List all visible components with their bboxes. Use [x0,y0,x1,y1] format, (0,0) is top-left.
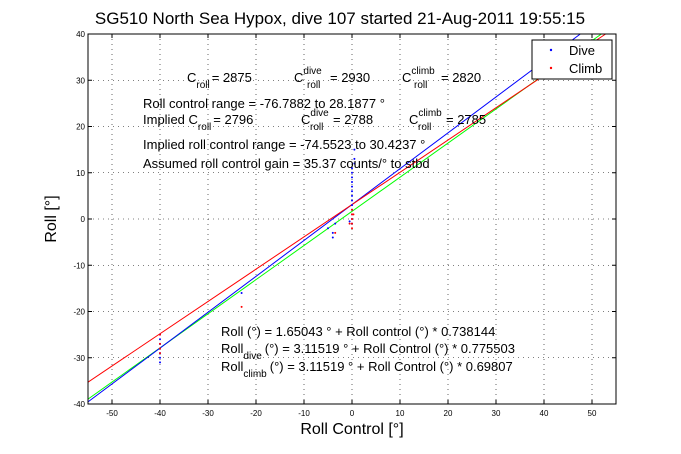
climb-point [351,218,353,220]
y-tick-label: 10 [76,169,85,178]
legend-dive-label: Dive [569,43,595,58]
annotation-c-roll-dive-sub: roll [307,80,320,91]
dive-point [351,181,353,183]
x-tick-label: 20 [444,409,453,418]
dive-point [351,190,353,193]
annotation-implied-c-roll-dive-value: = 2788 [333,112,373,127]
y-tick-label: 40 [76,30,85,39]
annotation-eq-roll: Roll (°) = 1.65043 ° + Roll control (°) … [221,324,495,339]
annotation-eq-climb: Rollclimb(°) = 3.11519 ° + Roll Control … [221,359,513,380]
plot-frame [87,33,617,405]
x-tick-label: 30 [492,409,501,418]
x-tick-label: -40 [154,409,166,418]
dive-point [331,236,334,239]
dive-point [159,338,161,341]
climb-point [351,208,353,211]
y-tick-label: 30 [76,76,85,85]
climb-point [351,227,353,230]
x-tick-label: 10 [396,409,405,418]
dive-point [327,227,329,230]
legend-box [531,39,613,80]
x-tick-label: -50 [106,409,118,418]
y-tick-label: 0 [81,215,86,224]
annotation-implied-c-roll-climb-value: = 2785 [446,112,486,127]
dive-point [159,361,161,364]
annotation-c-roll-climb: Cclimb [402,66,435,85]
annotation-eq-dive: Rolldive(°) = 3.11519 ° + Roll Control (… [221,341,515,362]
annotation-c-roll-climb-value: = 2820 [441,70,481,85]
x-tick-label: -20 [250,409,262,418]
x-tick-label: 50 [588,409,597,418]
dive-point [348,220,351,223]
annotation-implied-c-roll-climb: Cclimb [409,108,442,127]
climb-point [159,352,161,355]
dive-point [353,148,356,151]
chart-title: SG510 North Sea Hypox, dive 107 started … [95,9,585,28]
y-tick-label: -10 [73,261,85,270]
annotation-c-roll: Croll= 2875 [187,70,252,91]
dive-point [351,176,353,179]
fit-line [87,33,581,403]
annotation-implied-range: Implied roll control range = -74.5523 to… [143,137,425,152]
climb-point [352,213,355,216]
climb-point [159,347,161,350]
y-tick-label: -40 [73,400,85,409]
dive-point [351,167,353,170]
annotation-c-roll-dive: Cdive [294,66,322,85]
annotation-block-upper: Croll= 2875 Cdive roll = 2930 Cclimb rol… [143,66,486,171]
dive-point [351,185,353,188]
annotation-block-lower: Roll (°) = 1.65043 ° + Roll control (°) … [221,324,515,380]
climb-point [351,222,353,225]
x-tick-label: 40 [540,409,549,418]
legend-climb-marker [549,66,553,70]
y-tick-label: -20 [73,308,85,317]
dive-point [334,222,337,225]
dive-point [331,231,334,234]
annotation-implied-c-roll-climb-sub: roll [418,122,431,133]
annotation-implied-c-roll-dive-sub: roll [310,122,323,133]
dive-point [353,162,356,165]
axis-ticks: -50 -40 -30 -20 -10 0 10 20 30 40 50 -40 -30 -20 -10 0 1… [73,30,616,418]
climb-point [159,342,161,345]
climb-point [348,222,351,225]
legend-climb-label: Climb [569,61,602,76]
annotation-range: Roll control range = -76.7882 to 28.1877… [143,96,385,111]
legend-dive-marker [549,48,553,52]
y-axis-label: Roll [°] [43,195,60,242]
dive-point [351,194,353,197]
dive-point [351,171,353,174]
x-tick-label: -10 [298,409,310,418]
legend: Dive Climb [531,39,613,80]
climb-point [334,231,337,234]
dive-point [353,157,356,160]
annotation-implied-c-roll-dive: Cdive [301,108,329,127]
fit-line [87,33,606,383]
dive-point [351,199,353,202]
climb-point [240,305,243,308]
annotation-gain: Assumed roll control gain = 35.37 counts… [143,156,430,171]
annotation-implied-c-roll: Implied Croll= 2796 [143,112,253,133]
climb-point [159,333,161,336]
x-tick-label: 0 [350,409,355,418]
y-tick-label: 20 [76,123,85,132]
dive-point [351,204,353,207]
y-tick-label: -30 [73,354,85,363]
dive-point [159,356,161,359]
data-series [159,148,356,364]
x-tick-label: -30 [202,409,214,418]
annotation-c-roll-dive-value: = 2930 [330,70,370,85]
dive-point [240,292,243,294]
x-axis-label: Roll Control [°] [300,421,403,438]
fit-lines [87,33,606,403]
annotation-c-roll-climb-sub: roll [414,80,427,91]
climb-point [351,213,353,216]
grid [88,33,616,405]
